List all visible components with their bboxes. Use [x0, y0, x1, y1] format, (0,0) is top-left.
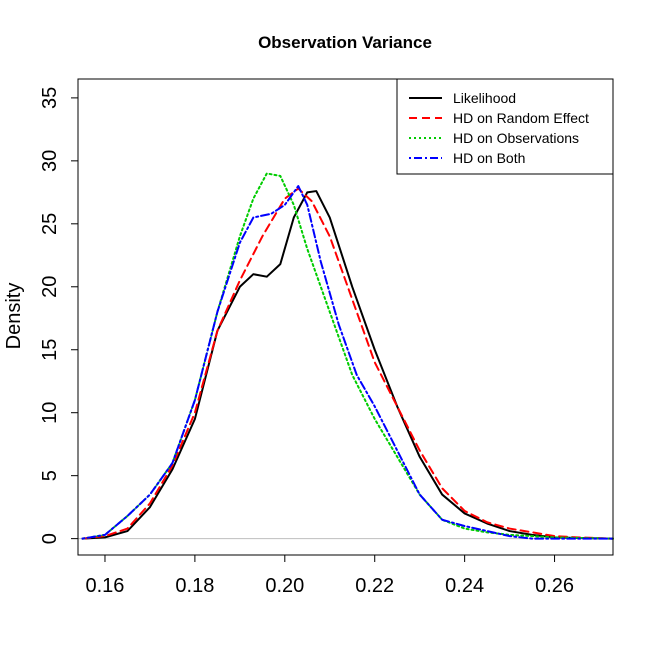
y-axis: 0 5 10 15 20 25 30 35	[39, 87, 79, 544]
y-tick-label: 15	[39, 339, 61, 361]
chart-title: Observation Variance	[258, 33, 432, 52]
series-hd-on-both	[81, 185, 614, 540]
series-layer	[81, 172, 614, 540]
x-tick-label: 0.22	[355, 575, 394, 597]
legend-label-likelihood: Likelihood	[453, 90, 516, 106]
series-likelihood	[81, 190, 614, 540]
series-line-hd-on-random-effect	[81, 187, 614, 540]
y-tick-label: 25	[39, 213, 61, 235]
x-tick-label: 0.20	[265, 575, 304, 597]
y-tick-label: 35	[39, 87, 61, 109]
series-line-hd-on-observations	[81, 172, 614, 540]
legend: Likelihood HD on Random Effect HD on Obs…	[396, 78, 614, 175]
x-tick-label: 0.24	[445, 575, 484, 597]
y-tick-label: 30	[39, 150, 61, 172]
series-line-hd-on-both	[81, 185, 614, 540]
x-tick-label: 0.26	[535, 575, 574, 597]
y-tick-label: 5	[39, 470, 61, 481]
series-hd-on-observations	[81, 172, 614, 540]
y-tick-label: 10	[39, 402, 61, 424]
legend-label-hd-random-effect: HD on Random Effect	[453, 110, 589, 126]
legend-label-hd-observations: HD on Observations	[453, 130, 579, 146]
x-tick-label: 0.18	[175, 575, 214, 597]
legend-label-hd-both: HD on Both	[453, 150, 525, 166]
series-hd-on-random-effect	[81, 187, 614, 540]
x-tick-label: 0.16	[86, 575, 125, 597]
y-axis-label: Density	[3, 283, 25, 350]
x-axis: 0.16 0.18 0.20 0.22 0.24 0.26	[86, 554, 574, 597]
legend-box	[396, 78, 614, 175]
series-line-likelihood	[81, 190, 614, 540]
y-tick-label: 20	[39, 276, 61, 298]
y-tick-label: 0	[39, 533, 61, 544]
